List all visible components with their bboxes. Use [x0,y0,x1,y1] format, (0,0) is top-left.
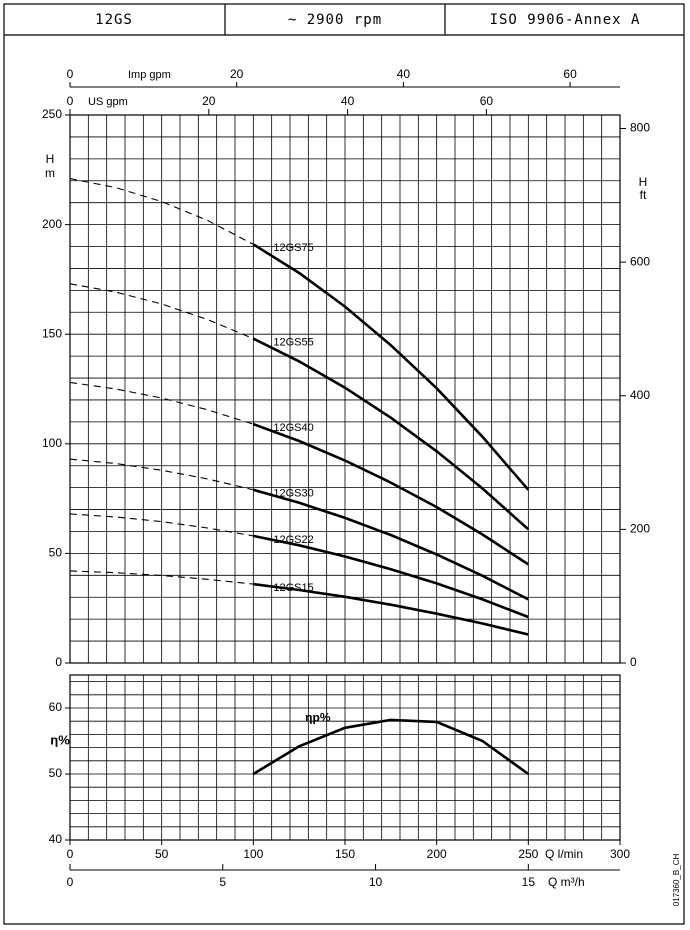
drawing-code: 017360_B_CH [672,854,681,907]
y2-tick-label: 600 [630,254,650,268]
y-tick-label: 100 [42,436,62,450]
y-tick-label: 60 [49,700,63,714]
series-label: 12GS75 [273,242,313,254]
x-tick-label: 150 [335,847,355,861]
curve [252,243,530,491]
top-axis-tick-label: 60 [563,67,577,81]
top-axis-label: US gpm [88,96,128,108]
x-tick-label: 200 [427,847,447,861]
bottom-axis-tick-label: 0 [67,875,74,889]
curve-dashed [69,570,254,585]
y-tick-label: 50 [49,546,63,560]
top-axis-label: Imp gpm [128,69,171,81]
bottom-axis-tick-label: 15 [522,875,536,889]
curve [252,422,530,566]
top-axis-tick-label: 60 [480,94,494,108]
y-tick-label: 0 [55,655,62,669]
y-axis-label: m [45,166,55,180]
x-tick-label: 100 [243,847,263,861]
series-label: 12GS30 [273,488,313,500]
bottom-axis-tick-label: 5 [219,875,226,889]
y2-tick-label: 800 [630,121,650,135]
header-cell: ISO 9906-Annex A [490,12,641,28]
curve-dashed [69,513,254,537]
curve [252,718,530,776]
curve-dashed [69,381,254,425]
y2-tick-label: 200 [630,522,650,536]
y-tick-label: 50 [49,766,63,780]
y-axis-label: H [46,152,55,166]
series-label: 12GS15 [273,582,313,594]
curve [253,582,529,636]
curve [253,534,529,619]
y2-axis-label: ft [640,188,647,202]
bottom-axis-label: Q m³/h [548,875,585,889]
y2-tick-label: 400 [630,388,650,402]
header-cell: 12GS [95,12,133,28]
top-axis-tick-label: 40 [341,94,355,108]
curve-dashed [69,283,254,340]
y-tick-label: 200 [42,217,62,231]
x-tick-label: 250 [518,847,538,861]
y-tick-label: 250 [42,107,62,121]
top-axis-tick-label: 20 [202,94,216,108]
page-frame [3,3,685,925]
y-tick-label: 40 [49,832,63,846]
curve [252,488,529,601]
curve-dashed [69,458,254,491]
x-tick-label: 0 [67,847,74,861]
y-axis-label: η% [50,732,70,747]
curve [252,337,530,531]
series-label: 12GS40 [273,422,313,434]
header-cell: ~ 2900 rpm [288,12,382,28]
series-label: 12GS55 [273,336,313,348]
x-tick-label: 50 [155,847,169,861]
series-label: ηp% [305,710,331,724]
series-label: 12GS22 [273,534,313,546]
x-axis-label: Q l/min [545,847,583,861]
y-tick-label: 150 [42,326,62,340]
curve-dashed [69,178,254,245]
y2-tick-label: 0 [630,655,637,669]
top-axis-tick-label: 40 [397,67,411,81]
top-axis-tick-label: 20 [230,67,244,81]
y2-axis-label: H [639,175,648,189]
top-axis-tick-label: 0 [67,67,74,81]
x-tick-label: 300 [610,847,630,861]
bottom-axis-tick-label: 10 [369,875,383,889]
top-axis-tick-label: 0 [67,94,74,108]
